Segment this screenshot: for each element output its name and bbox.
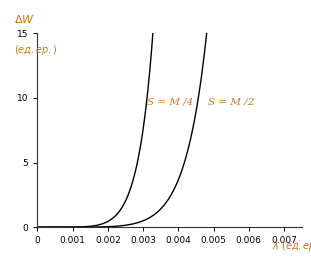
Text: $(\mathit{ед.ер.})$: $(\mathit{ед.ер.})$ (14, 43, 58, 57)
Text: $\Delta W$: $\Delta W$ (14, 13, 35, 25)
Text: S = M /2: S = M /2 (208, 97, 255, 106)
Text: S = M /4: S = M /4 (146, 97, 193, 106)
Text: $\lambda$ $(\mathit{ед.ер.})^{-1}$: $\lambda$ $(\mathit{ед.ер.})^{-1}$ (272, 238, 311, 254)
